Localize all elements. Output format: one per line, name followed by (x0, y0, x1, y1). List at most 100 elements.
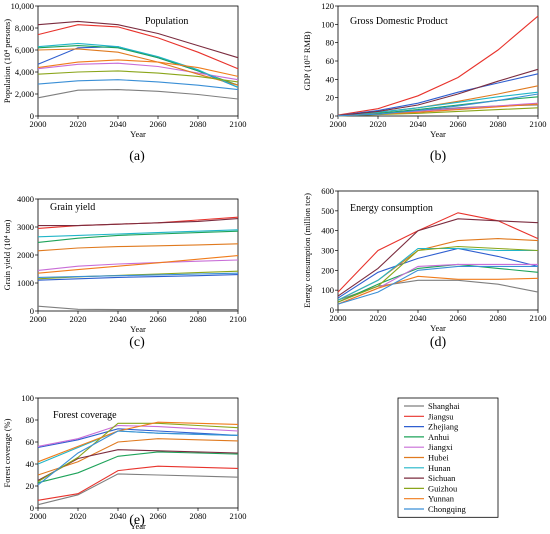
series-line-zhejiang (37, 428, 239, 449)
chart-panel-c: 2000 2020 2040 2060 2080 2100 0 1000 2000 3000 400… (2, 194, 247, 350)
series-line-yunnan (37, 255, 239, 274)
y-axis-title: Energy consumption (million tce) (302, 193, 312, 308)
series-line-jiangxi (37, 62, 239, 81)
panel-label: (b) (430, 149, 447, 164)
legend-label: Anhui (428, 432, 450, 442)
y-tick-label: 4,000 (15, 67, 34, 77)
plot-frame (37, 5, 239, 117)
y-tick-label: 120 (321, 1, 334, 11)
y-tick-label: 200 (321, 265, 334, 275)
x-tick-label: 2100 (230, 119, 247, 129)
x-tick-label: 2060 (150, 511, 167, 521)
x-tick-label: 2060 (450, 313, 467, 323)
series-line-hubei (37, 438, 239, 476)
y-tick-label: 600 (321, 186, 334, 196)
x-tick-label: 2080 (490, 313, 507, 323)
x-tick-label: 2020 (70, 119, 87, 129)
y-tick-label: 0 (330, 305, 334, 315)
x-tick-label: 2080 (190, 511, 207, 521)
y-axis-title: Population (10⁴ persons) (2, 19, 12, 103)
series-line-anhui (37, 451, 239, 484)
series-line-zhejiang (337, 73, 539, 116)
x-tick-label: 2080 (190, 119, 207, 129)
y-axis-title: GDP (10¹² RMB) (302, 31, 312, 90)
series-line-jiangxi (37, 259, 239, 271)
series-line-hunan (337, 91, 539, 117)
series-line-hunan (37, 229, 239, 238)
series-line-hubei (37, 243, 239, 252)
chart-panel-d: 2000 2020 2040 2060 2080 2100 0 100 200 300 400 500… (302, 186, 547, 350)
y-tick-label: 20 (26, 481, 35, 491)
y-tick-label: 3000 (17, 222, 34, 232)
series-line-hunan (37, 430, 239, 465)
y-tick-label: 2,000 (15, 89, 34, 99)
x-tick-label: 2080 (490, 119, 507, 129)
y-tick-label: 80 (26, 415, 35, 425)
series-line-chongqing (37, 430, 239, 486)
x-axis-title: Year (130, 324, 146, 334)
series-line-zhejiang (337, 247, 539, 299)
x-tick-label: 2000 (30, 511, 47, 521)
x-tick-label: 2020 (70, 314, 87, 324)
y-tick-label: 100 (321, 19, 334, 29)
legend-label: Shanghai (428, 401, 460, 411)
panel-title: Grain yield (50, 202, 95, 213)
x-tick-label: 2060 (150, 119, 167, 129)
y-tick-label: 0 (330, 111, 334, 121)
y-tick-label: 500 (321, 206, 334, 216)
x-axis-title: Year (130, 521, 146, 531)
y-tick-label: 100 (21, 393, 34, 403)
series-line-guizhou (337, 245, 539, 303)
chart-panel-b: 2000 2020 2040 2060 2080 2100020406080100120Y… (302, 1, 547, 164)
panel-title: Population (145, 16, 188, 27)
y-axis-title: Forest coverage (%) (2, 418, 12, 487)
series-line-jiangsu (37, 465, 239, 501)
series-line-anhui (37, 230, 239, 243)
x-tick-label: 2000 (30, 314, 47, 324)
x-tick-label: 2040 (410, 313, 427, 323)
x-tick-label: 2020 (370, 119, 387, 129)
panel-label: (e) (129, 513, 145, 528)
series-line-yunnan (337, 275, 539, 305)
series-line-chongqing (337, 265, 538, 305)
series-line-chongqing (37, 79, 239, 91)
x-tick-label: 2040 (110, 314, 127, 324)
panel-title: Gross Domestic Product (350, 16, 448, 27)
y-tick-label: 1000 (17, 278, 34, 288)
legend-label: Hubei (428, 453, 449, 463)
y-axis-title: Grain yield (10⁴ ton) (2, 219, 12, 290)
x-tick-label: 2100 (530, 119, 547, 129)
x-tick-label: 2020 (370, 313, 387, 323)
legend-label: Hunan (428, 463, 451, 473)
series-line-shanghai (37, 473, 239, 506)
panel-label: (c) (129, 335, 145, 350)
series-line-jiangsu (37, 216, 239, 229)
y-tick-label: 10,000 (11, 1, 34, 11)
series-line-yunnan (37, 421, 239, 463)
y-tick-label: 4000 (17, 194, 34, 204)
x-tick-label: 2060 (450, 119, 467, 129)
series-line-jiangxi (337, 263, 538, 305)
series-line-anhui (337, 263, 539, 303)
legend-label: Jiangsu (428, 411, 454, 421)
y-tick-label: 2000 (17, 250, 34, 260)
series-line-yunnan (37, 59, 239, 77)
chart-panel-a: 2000 2020 2040 2060 2080 2100 0 2,000 4,000 6,000… (2, 1, 247, 164)
y-tick-label: 40 (326, 74, 335, 84)
x-axis-title: Year (430, 323, 446, 333)
x-tick-label: 2020 (70, 511, 87, 521)
series-line-sichuan (337, 218, 539, 297)
chart-panel-e: 2000 2020 2040 2060 2080 2100020406080100Year… (2, 393, 247, 531)
y-tick-label: 0 (30, 111, 34, 121)
x-tick-label: 2000 (330, 313, 347, 323)
plot-frame (37, 198, 239, 312)
series-line-jiangsu (337, 15, 539, 116)
y-tick-label: 400 (321, 226, 334, 236)
y-tick-label: 20 (326, 93, 335, 103)
x-tick-label: 2100 (230, 511, 247, 521)
legend-label: Yunnan (428, 494, 455, 504)
y-tick-label: 6,000 (15, 45, 34, 55)
y-tick-label: 40 (26, 459, 35, 469)
series-line-guizhou (37, 422, 239, 483)
